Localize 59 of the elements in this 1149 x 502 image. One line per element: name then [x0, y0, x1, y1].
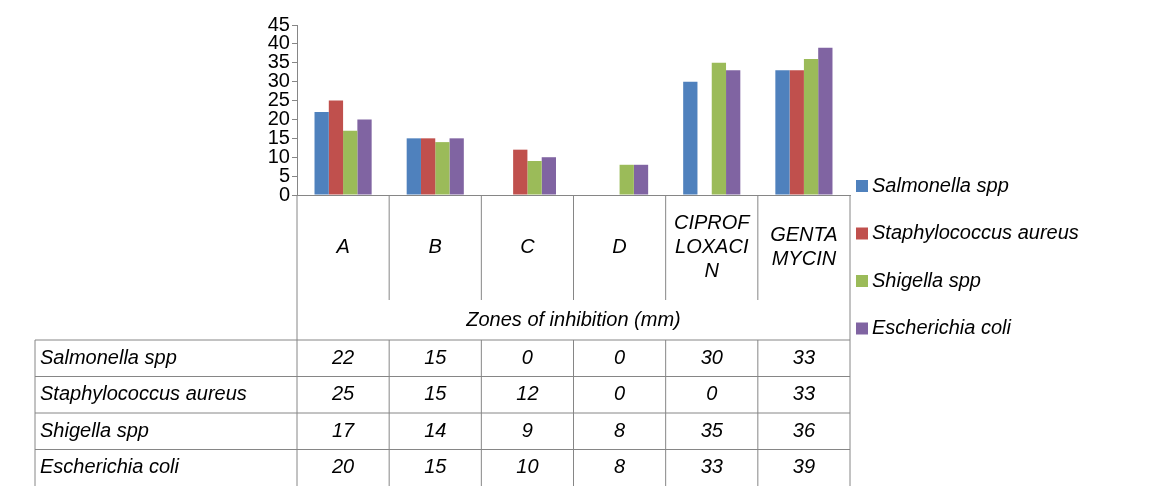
data-label: 0 — [521, 345, 533, 368]
data-label: 33 — [792, 345, 816, 368]
x-tick-label: C — [520, 235, 536, 258]
data-label: 0 — [614, 345, 626, 368]
bar — [818, 47, 833, 195]
data-label: 15 — [424, 382, 448, 405]
data-label: 0 — [614, 382, 626, 405]
x-tick-label: D — [612, 235, 627, 258]
text: Shigella spp — [40, 418, 149, 441]
data-label: 9 — [521, 418, 533, 441]
bar — [619, 164, 634, 195]
bar — [789, 70, 804, 195]
x-tick-label: A — [335, 235, 350, 258]
bar — [314, 111, 329, 195]
data-label: 22 — [330, 345, 355, 368]
bar — [513, 149, 528, 195]
bar — [435, 142, 450, 195]
data-label: 12 — [516, 382, 539, 405]
data-label: 20 — [330, 455, 355, 478]
bar — [803, 59, 819, 195]
x-tick-label: B — [428, 235, 442, 258]
bar — [343, 130, 358, 195]
text: Escherichia coli — [40, 455, 179, 478]
bar — [726, 70, 741, 195]
bar — [328, 100, 344, 195]
data-label: 39 — [792, 455, 816, 478]
x-axis-title: Zones of inhibition (mm) — [465, 307, 681, 330]
bar — [683, 81, 698, 195]
bar — [775, 70, 790, 195]
x-tick-label: CIPROFLOXACIN — [673, 211, 752, 282]
legend-label: Escherichia coli — [872, 316, 1012, 339]
text: Salmonella spp — [40, 345, 177, 368]
bar — [357, 119, 372, 195]
legend-label: Staphylococcus aureus — [872, 221, 1079, 244]
bar — [541, 157, 556, 195]
bar — [711, 62, 727, 195]
data-label: 25 — [330, 382, 356, 405]
bar — [633, 164, 649, 195]
data-label: 17 — [331, 418, 356, 441]
data-label: 35 — [700, 418, 724, 441]
legend-label: Salmonella spp — [872, 173, 1009, 196]
data-label: 14 — [424, 418, 447, 441]
data-label: 8 — [614, 418, 626, 441]
text: Staphylococcus aureus — [40, 382, 247, 405]
data-label: 30 — [700, 345, 723, 368]
bar — [527, 161, 542, 195]
data-label: 10 — [516, 455, 539, 478]
legend-label: Shigella spp — [872, 268, 981, 291]
x-tick-label: GENTAMYCIN — [770, 223, 838, 270]
data-label: 33 — [700, 455, 723, 478]
bar — [449, 138, 464, 195]
data-label: 8 — [614, 455, 626, 478]
bar — [406, 138, 421, 195]
data-label: 15 — [424, 455, 448, 478]
data-label: 0 — [706, 382, 718, 405]
data-label: 33 — [792, 382, 816, 405]
bar — [420, 138, 436, 195]
data-label: 15 — [424, 345, 448, 368]
data-label: 36 — [792, 418, 816, 441]
